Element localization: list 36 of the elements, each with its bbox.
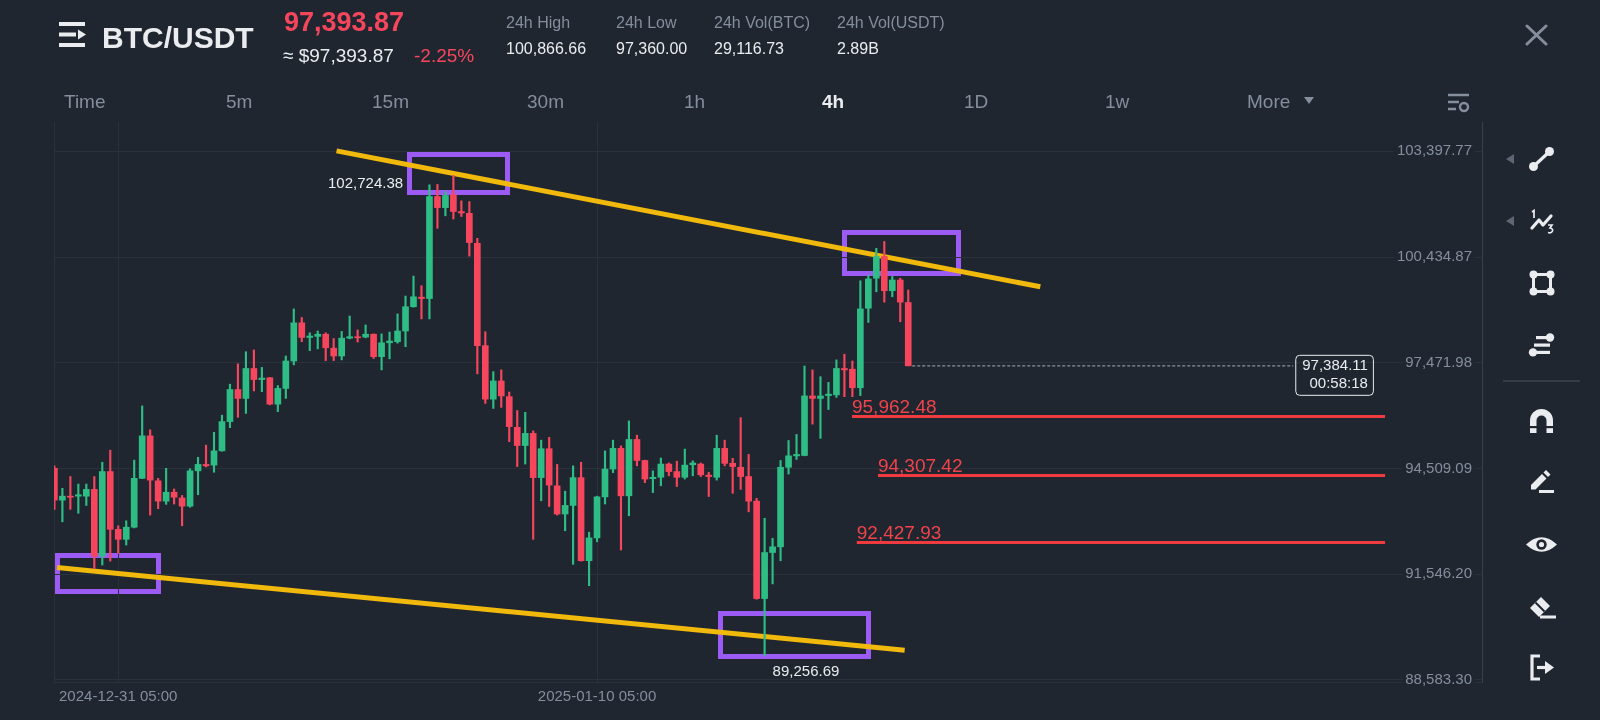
annotation: 92,427.93 (856, 521, 942, 543)
text: 4h (822, 91, 845, 112)
text: 1w (1105, 91, 1130, 112)
y-tick-label: 94,509.09 (1405, 458, 1472, 476)
text: ≈ $97,393.87 (283, 44, 394, 66)
annotation: 102,724.38 (328, 174, 404, 191)
text: 100,866.66 (506, 39, 587, 57)
text: 5m (226, 91, 253, 112)
y-tick-label: 97,471.98 (1405, 352, 1472, 370)
annotation: 94,307.42 (877, 454, 963, 476)
text: 24h Vol(BTC) (714, 14, 811, 31)
text: Time (64, 91, 106, 112)
annotation: 89,256.69 (772, 661, 840, 679)
text: -2.25% (414, 44, 475, 66)
text: 1h (684, 91, 706, 112)
y-tick-label: 91,546.20 (1405, 564, 1472, 582)
text: 15m (372, 91, 409, 112)
chart-title: BTC/USDT (102, 21, 254, 54)
annotation: 00:58:18 (1309, 373, 1368, 391)
text: 97,360.00 (616, 39, 688, 57)
text: 29,116.73 (714, 39, 784, 57)
text: 97,393.87 (284, 6, 405, 37)
y-tick-label: 100,434.87 (1396, 247, 1472, 265)
x-tick-label: 2024-12-31 05:00 (59, 687, 178, 705)
text: 30m (527, 91, 564, 112)
annotation: 95,962.48 (851, 395, 937, 417)
y-tick-label: 103,397.77 (1396, 141, 1472, 159)
annotation: 97,384.11 (1302, 355, 1368, 373)
text: 1D (964, 91, 989, 112)
y-tick-label: 88,583.30 (1405, 669, 1472, 687)
text: 24h Vol(USDT) (837, 14, 945, 31)
text: 24h Low (616, 14, 677, 31)
text: More (1247, 91, 1291, 112)
text: 24h High (506, 14, 571, 31)
text: 2.89B (837, 39, 879, 57)
x-tick-label: 2025-01-10 05:00 (537, 687, 657, 705)
